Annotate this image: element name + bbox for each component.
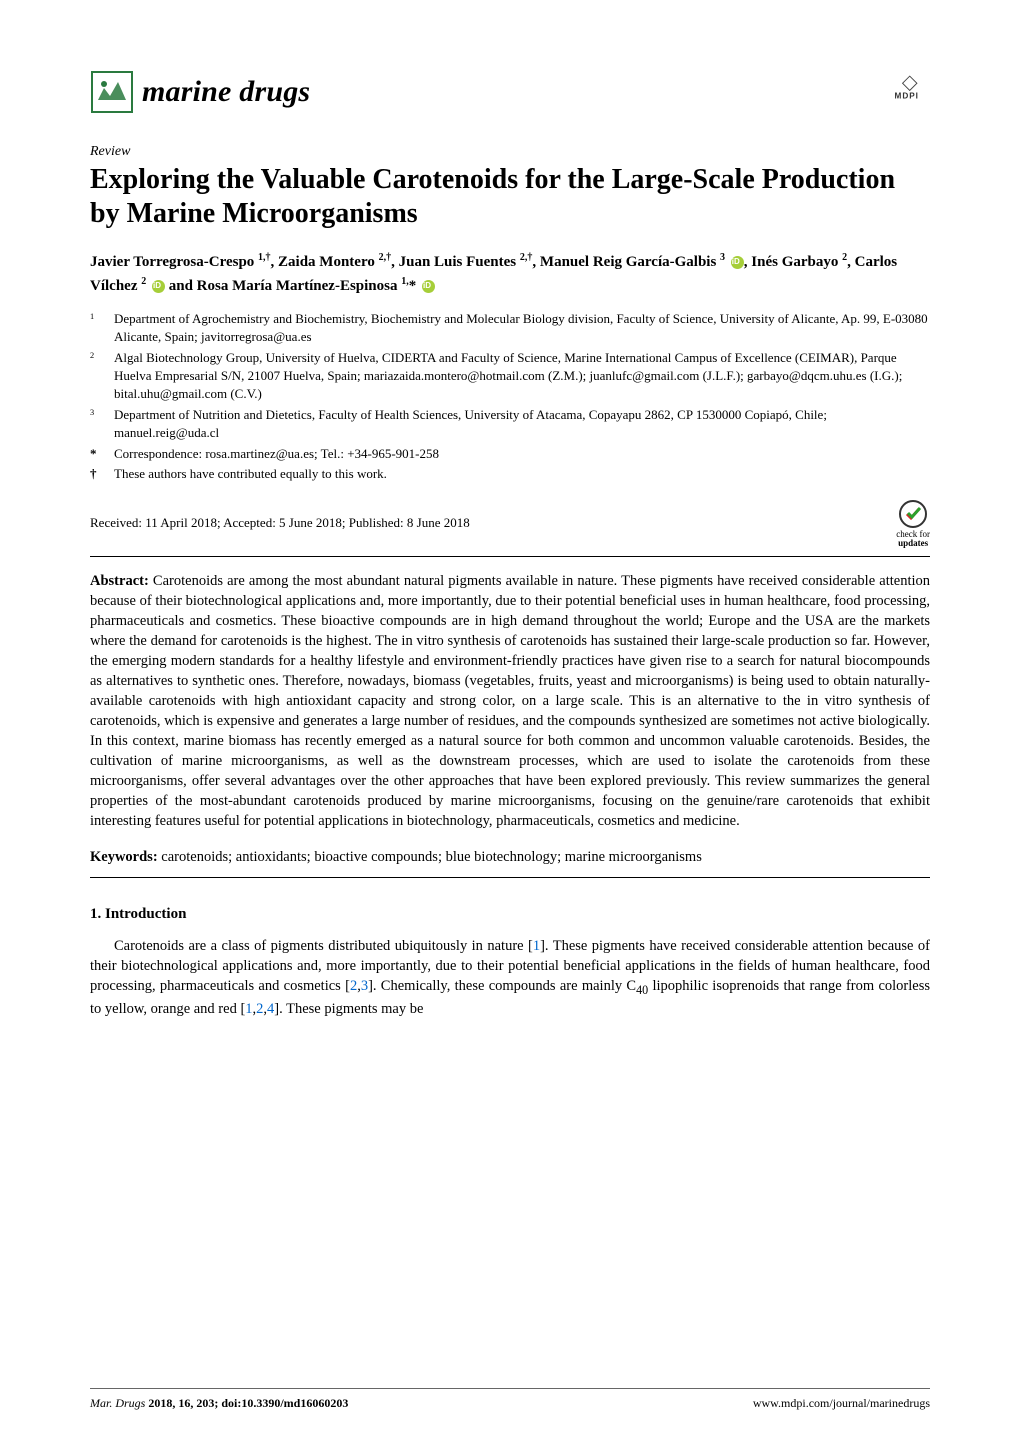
abstract-label: Abstract: <box>90 573 149 589</box>
footer-right: www.mdpi.com/journal/marinedrugs <box>753 1395 930 1412</box>
affiliation-number: 2 <box>90 349 114 404</box>
affiliation-number: 1 <box>90 310 114 347</box>
affiliation-text: Algal Biotechnology Group, University of… <box>114 349 930 404</box>
check-for-updates-badge[interactable]: check forupdates <box>896 498 930 548</box>
abstract-text: Carotenoids are among the most abundant … <box>90 573 930 829</box>
authors-line: Javier Torregrosa-Crespo 1,†, Zaida Mont… <box>90 250 930 298</box>
citation-link[interactable]: 1 <box>245 1001 252 1017</box>
equal-symbol: † <box>90 465 114 483</box>
affiliation-row: 2 Algal Biotechnology Group, University … <box>90 349 930 404</box>
article-type: Review <box>90 142 930 161</box>
footer-left: Mar. Drugs 2018, 16, 203; doi:10.3390/md… <box>90 1395 348 1412</box>
journal-logo-icon <box>90 70 134 114</box>
page-header: marine drugs MDPI <box>90 70 930 114</box>
horizontal-rule <box>90 556 930 557</box>
page-footer: Mar. Drugs 2018, 16, 203; doi:10.3390/md… <box>90 1388 930 1412</box>
affiliation-number: 3 <box>90 406 114 443</box>
keywords-text: carotenoids; antioxidants; bioactive com… <box>158 849 702 865</box>
affiliations-block: 1 Department of Agrochemistry and Bioche… <box>90 310 930 484</box>
body-text: Carotenoids are a class of pigments dist… <box>114 938 533 954</box>
check-updates-bottom: updates <box>898 538 928 548</box>
body-paragraph: Carotenoids are a class of pigments dist… <box>90 936 930 1019</box>
mdpi-logo-icon: MDPI <box>892 70 930 108</box>
svg-text:MDPI: MDPI <box>895 92 919 101</box>
body-text: ]. These pigments may be <box>274 1001 423 1017</box>
affiliation-row: 1 Department of Agrochemistry and Bioche… <box>90 310 930 347</box>
equal-text: These authors have contributed equally t… <box>114 465 930 483</box>
journal-logo-block: marine drugs <box>90 70 310 114</box>
publication-dates: Received: 11 April 2018; Accepted: 5 Jun… <box>90 514 470 532</box>
body-text: ]. Chemically, these compounds are mainl… <box>368 978 636 994</box>
correspondence-row: * Correspondence: rosa.martinez@ua.es; T… <box>90 445 930 463</box>
abstract-block: Abstract: Carotenoids are among the most… <box>90 571 930 831</box>
equal-contribution-row: † These authors have contributed equally… <box>90 465 930 483</box>
keywords-label: Keywords: <box>90 849 158 865</box>
citation-link[interactable]: 3 <box>361 978 368 994</box>
correspondence-symbol: * <box>90 445 114 463</box>
keywords-block: Keywords: carotenoids; antioxidants; bio… <box>90 847 930 867</box>
publisher-logo: MDPI <box>892 70 930 108</box>
affiliation-text: Department of Agrochemistry and Biochemi… <box>114 310 930 347</box>
article-title: Exploring the Valuable Carotenoids for t… <box>90 163 930 231</box>
correspondence-text: Correspondence: rosa.martinez@ua.es; Tel… <box>114 445 930 463</box>
dates-row: Received: 11 April 2018; Accepted: 5 Jun… <box>90 498 930 548</box>
crossmark-icon <box>897 498 929 530</box>
horizontal-rule <box>90 877 930 878</box>
section-heading: 1. Introduction <box>90 904 930 925</box>
journal-name: marine drugs <box>142 71 310 112</box>
subscript: 40 <box>636 983 648 997</box>
affiliation-text: Department of Nutrition and Dietetics, F… <box>114 406 930 443</box>
footer-citation: 2018, 16, 203; doi:10.3390/md16060203 <box>145 1396 348 1410</box>
affiliation-row: 3 Department of Nutrition and Dietetics,… <box>90 406 930 443</box>
footer-journal-abbrev: Mar. Drugs <box>90 1396 145 1410</box>
citation-link[interactable]: 1 <box>533 938 540 954</box>
